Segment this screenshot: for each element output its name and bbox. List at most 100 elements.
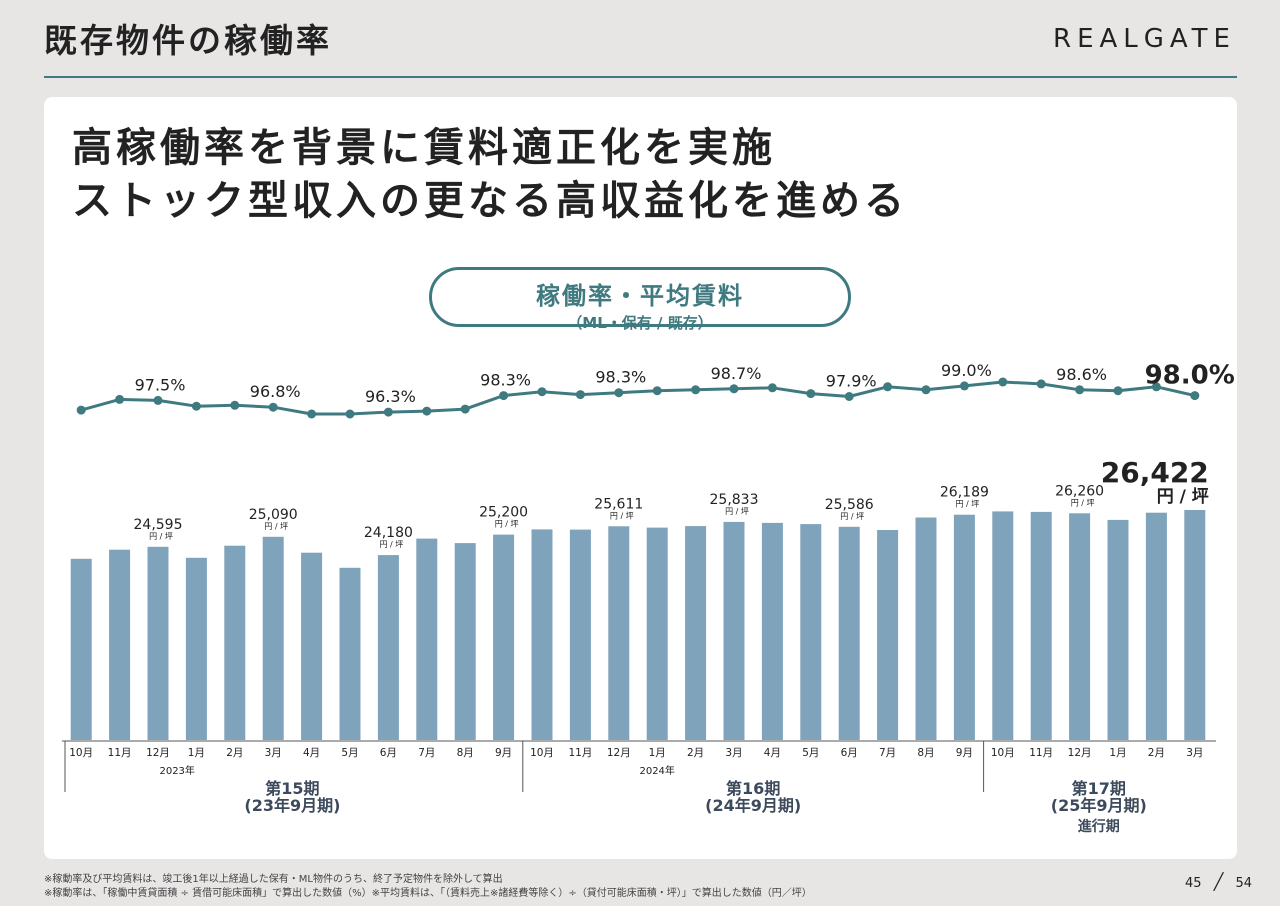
occupancy-point	[883, 382, 893, 392]
rent-bar	[416, 538, 438, 740]
footnote-1: ※稼動率及び平均賃料は、竣工後1年以上経過した保有・ML物件のうち、終了予定物件…	[44, 874, 503, 885]
period-label: 第15期	[265, 779, 319, 798]
month-tick-label: 10月	[69, 747, 93, 759]
month-tick-label: 12月	[146, 747, 170, 759]
month-tick-label: 3月	[1186, 747, 1203, 759]
occupancy-point	[844, 392, 854, 401]
rent-bar	[761, 522, 783, 740]
rent-unit-label: 円 / 坪	[840, 512, 864, 521]
header-divider	[44, 76, 1237, 78]
occupancy-value-label: 99.0%	[941, 361, 992, 380]
occupancy-point	[422, 406, 432, 416]
occupancy-value-label: 98.0%	[1145, 361, 1235, 391]
rent-unit-label: 円 / 坪	[610, 511, 634, 520]
occupancy-point	[921, 385, 931, 395]
occupancy-point	[614, 388, 624, 398]
rent-bar	[185, 557, 207, 740]
rent-bar	[646, 527, 668, 740]
month-tick-label: 2月	[687, 747, 704, 759]
rent-unit-label: 円 / 坪	[149, 532, 173, 541]
rent-bar	[224, 545, 246, 740]
occupancy-point	[1036, 379, 1046, 389]
period-fiscal-label: (24年9月期)	[705, 796, 801, 815]
month-tick-label: 7月	[418, 747, 435, 759]
occupancy-point	[1075, 385, 1085, 395]
occupancy-point	[76, 405, 86, 415]
rent-unit-label: 円 / 坪	[725, 507, 749, 516]
occupancy-point	[1190, 391, 1200, 401]
occupancy-point	[537, 387, 547, 397]
occupancy-point	[1151, 382, 1161, 392]
occupancy-point	[767, 383, 777, 393]
month-tick-label: 8月	[457, 747, 474, 759]
rent-unit-label: 円 / 坪	[1071, 498, 1095, 507]
month-tick-label: 11月	[568, 747, 592, 759]
occupancy-point	[153, 395, 163, 405]
month-tick-label: 6月	[380, 747, 397, 759]
month-tick-label: 1月	[188, 747, 205, 759]
rent-bar	[301, 552, 323, 740]
month-tick-label: 6月	[841, 747, 858, 759]
month-tick-label: 10月	[530, 747, 554, 759]
month-tick-label: 4月	[764, 747, 781, 759]
rent-unit-label: 円 / 坪	[956, 500, 980, 509]
rent-bar	[377, 555, 399, 740]
rent-bar	[992, 511, 1014, 740]
occupancy-point	[307, 409, 317, 419]
occupancy-point	[383, 407, 393, 417]
occupancy-point	[230, 400, 240, 410]
rent-value-label: 25,200	[479, 505, 528, 521]
rent-value-label: 25,611	[594, 496, 643, 512]
month-tick-label: 9月	[956, 747, 973, 759]
rent-value-label: 26,422	[1101, 456, 1209, 489]
rent-unit-label: 円 / 坪	[380, 540, 404, 549]
occupancy-point	[729, 384, 739, 394]
period-label: 第17期	[1072, 779, 1126, 798]
rent-bar	[1145, 512, 1167, 740]
rent-value-label: 26,189	[940, 485, 989, 501]
rent-bar	[953, 514, 975, 740]
month-tick-label: 2月	[1148, 747, 1165, 759]
rent-bar	[800, 524, 822, 740]
occupancy-value-label: 98.6%	[1056, 365, 1107, 384]
month-tick-label: 5月	[341, 747, 358, 759]
month-tick-label: 11月	[108, 747, 132, 759]
occupancy-value-label: 97.5%	[135, 375, 186, 394]
rent-bar	[339, 567, 361, 740]
rent-bar	[493, 534, 515, 740]
footnote-2: ※稼動率は、「稼働中賃貸面積 ÷ 賃借可能床面積」で算出した数値（%）※平均賃料…	[44, 888, 812, 899]
rent-bar	[70, 558, 92, 740]
page-current: 45	[1185, 876, 1202, 891]
rent-value-label: 25,090	[249, 507, 298, 523]
occupancy-point	[998, 377, 1008, 387]
year-label: 2024年	[639, 764, 674, 777]
occupancy-value-label: 98.3%	[595, 368, 646, 387]
month-tick-label: 1月	[649, 747, 666, 759]
rent-bar	[531, 529, 553, 740]
page-separator: ╱	[1213, 872, 1224, 891]
rent-value-label: 24,180	[364, 525, 413, 541]
rent-bar	[147, 546, 169, 740]
rent-bar	[1030, 511, 1052, 740]
rent-value-label: 24,595	[134, 517, 183, 533]
year-label: 2023年	[159, 764, 194, 777]
headline-line-2: ストック型収入の更なる高収益化を進める	[72, 178, 908, 224]
rent-value-label: 26,260	[1055, 483, 1104, 499]
occupancy-point	[191, 401, 201, 411]
month-tick-label: 4月	[303, 747, 320, 759]
occupancy-value-label: 96.8%	[250, 382, 301, 401]
occupancy-point	[499, 391, 509, 401]
month-tick-label: 2月	[226, 747, 243, 759]
rent-bar	[1069, 513, 1091, 740]
month-tick-label: 12月	[1068, 747, 1092, 759]
rent-bar	[838, 526, 860, 740]
month-tick-label: 7月	[879, 747, 896, 759]
chart-title: 稼働率・平均賃料	[536, 282, 744, 310]
chart-title-pill: 稼働率・平均賃料 （ML・保有 / 既存）	[429, 267, 851, 332]
rent-unit-label: 円 / 坪	[1157, 487, 1209, 507]
rent-bar	[608, 526, 630, 740]
period-fiscal-label: (25年9月期)	[1051, 796, 1147, 815]
occupancy-point	[652, 386, 662, 396]
occupancy-point	[268, 402, 278, 412]
